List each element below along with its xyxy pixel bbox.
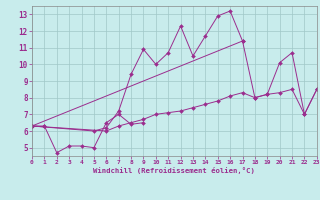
X-axis label: Windchill (Refroidissement éolien,°C): Windchill (Refroidissement éolien,°C) <box>93 167 255 174</box>
